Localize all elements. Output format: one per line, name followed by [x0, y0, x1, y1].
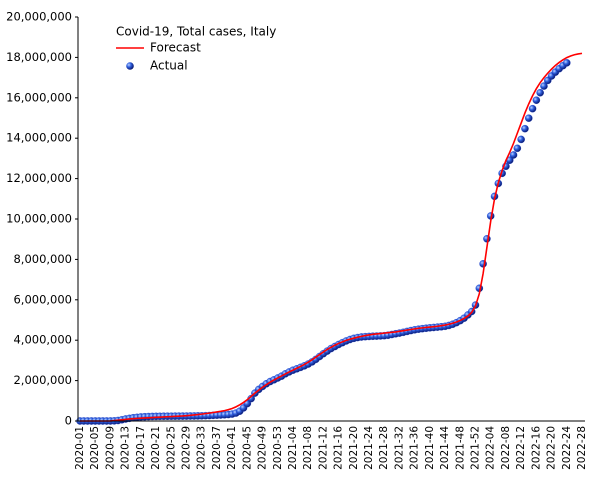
data-point — [521, 124, 529, 133]
y-tick-label: 20,000,000 — [6, 10, 72, 24]
y-tick-label: 0 — [65, 414, 72, 428]
data-point — [483, 235, 491, 243]
x-tick-label: 2021-40 — [424, 426, 436, 470]
x-tick-label: 2021-20 — [348, 426, 360, 470]
data-point — [536, 89, 544, 97]
x-tick-label: 2020-13 — [120, 426, 132, 470]
y-tick-label: 14,000,000 — [6, 131, 72, 145]
x-tick-label: 2020-33 — [196, 426, 208, 470]
x-tick-label: 2021-24 — [363, 426, 375, 470]
data-point — [532, 96, 541, 104]
x-tick-label: 2021-32 — [393, 426, 405, 470]
plot — [76, 52, 583, 425]
chart-title: Covid-19, Total cases, Italy — [116, 25, 276, 39]
data-point — [509, 151, 518, 159]
x-tick-label: 2021-36 — [409, 426, 421, 470]
x-tick-label: 2020-05 — [89, 426, 101, 470]
y-tick-label: 12,000,000 — [6, 171, 72, 185]
x-tick-label: 2020-09 — [104, 426, 116, 470]
x-tick-label: 2020-29 — [180, 426, 192, 470]
x-tick-label: 2020-25 — [165, 426, 177, 470]
x-tick-label: 2020-53 — [272, 426, 284, 470]
x-tick-label: 2022-16 — [530, 426, 542, 470]
data-point — [540, 82, 548, 90]
x-tick-label: 2021-04 — [287, 426, 299, 470]
x-tick-label: 2021-44 — [439, 426, 451, 470]
x-tick-label: 2020-49 — [257, 426, 269, 470]
x-tick-label: 2022-08 — [500, 426, 512, 470]
y-tick-label: 4,000,000 — [13, 333, 72, 347]
x-tick-label: 2020-17 — [135, 426, 147, 470]
y-tick-label: 8,000,000 — [13, 252, 72, 266]
x-tick-label: 2021-28 — [378, 426, 390, 470]
x-tick-label: 2021-12 — [317, 426, 329, 470]
legend-label: Forecast — [150, 41, 201, 55]
y-tick-label: 18,000,000 — [6, 50, 72, 64]
legend-swatch — [126, 62, 134, 70]
y-tick-label: 2,000,000 — [13, 373, 72, 387]
x-tick-label: 2021-52 — [470, 426, 482, 470]
x-tick-label: 2022-20 — [546, 426, 558, 470]
data-point — [525, 114, 533, 122]
data-point — [528, 104, 537, 113]
x-tick-label: 2020-01 — [74, 426, 86, 470]
x-tick-label: 2021-16 — [333, 426, 345, 470]
x-tick-label: 2020-37 — [211, 426, 223, 470]
x-tick-label: 2022-24 — [561, 426, 573, 470]
x-tick-label: 2021-48 — [454, 426, 466, 470]
y-tick-label: 6,000,000 — [13, 292, 72, 306]
legend-label: Actual — [150, 59, 188, 73]
x-tick-label: 2020-45 — [241, 426, 253, 470]
data-point — [513, 144, 522, 153]
data-point — [563, 59, 571, 67]
forecast-line — [80, 52, 583, 422]
x-tick-label: 2020-41 — [226, 426, 238, 470]
x-tick-label: 2022-04 — [485, 426, 497, 470]
data-point — [517, 135, 525, 144]
x-tick-label: 2022-12 — [515, 426, 527, 470]
x-tick-label: 2020-21 — [150, 426, 162, 470]
y-tick-label: 16,000,000 — [6, 90, 72, 104]
x-tick-label: 2021-08 — [302, 426, 314, 470]
y-tick-label: 10,000,000 — [6, 212, 72, 226]
x-tick-label: 2022-28 — [576, 426, 588, 470]
